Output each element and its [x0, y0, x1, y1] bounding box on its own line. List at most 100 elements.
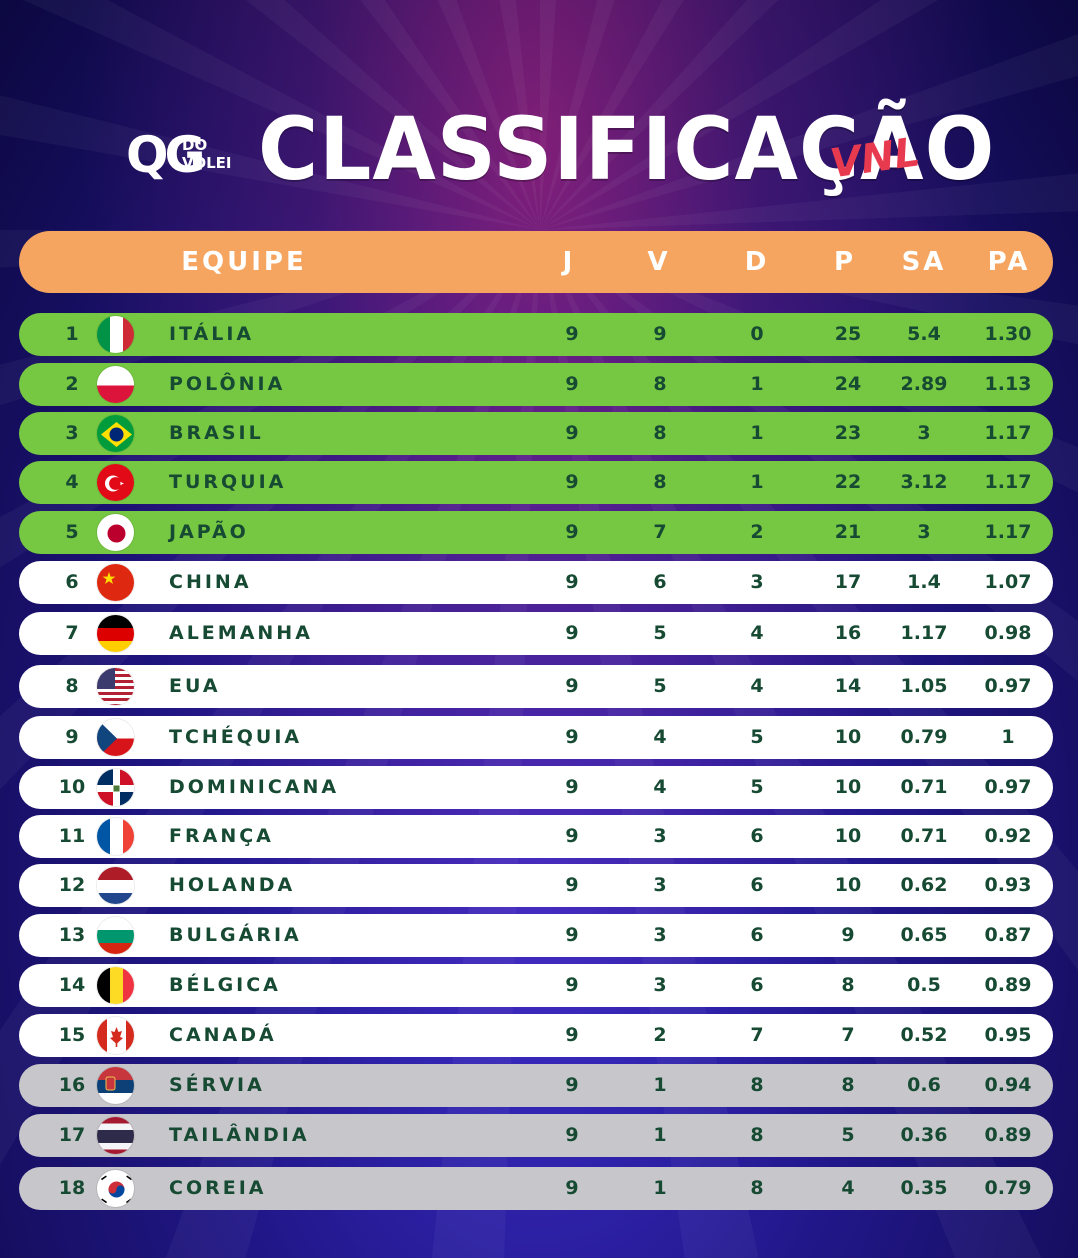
table-row: 14 BÉLGICA 9 3 6 8 0.5 0.89	[19, 964, 1053, 1007]
row-team-name: CANADÁ	[169, 1024, 277, 1046]
row-team-name: SÉRVIA	[169, 1074, 265, 1096]
table-row: 12 HOLANDA 9 3 6 10 0.62 0.93	[19, 864, 1053, 907]
table-row: 3 BRASIL 9 8 1 23 3 1.17	[19, 412, 1053, 455]
italy-flag-icon	[96, 315, 135, 354]
row-points: 10	[834, 726, 862, 748]
row-wins: 3	[653, 874, 667, 896]
row-losses: 0	[750, 323, 764, 345]
row-losses: 8	[750, 1074, 764, 1096]
row-team-name: FRANÇA	[169, 825, 274, 847]
row-losses: 8	[750, 1124, 764, 1146]
row-losses: 6	[750, 974, 764, 996]
row-position: 17	[58, 1124, 86, 1146]
row-position: 14	[58, 974, 86, 996]
row-position: 11	[58, 825, 86, 847]
row-games: 9	[565, 521, 579, 543]
row-wins: 4	[653, 726, 667, 748]
row-games: 9	[565, 1074, 579, 1096]
row-team-name: COREIA	[169, 1177, 267, 1199]
row-losses: 6	[750, 825, 764, 847]
row-team-name: TURQUIA	[169, 471, 287, 493]
row-set-average: 5.4	[907, 323, 941, 345]
col-points-average: PA	[987, 247, 1031, 277]
row-set-average: 0.35	[900, 1177, 948, 1199]
row-wins: 1	[653, 1177, 667, 1199]
col-games: J	[562, 247, 576, 277]
row-points: 9	[841, 924, 855, 946]
dominican-flag-icon	[96, 768, 135, 807]
row-position: 3	[65, 422, 79, 444]
row-points-average: 0.94	[984, 1074, 1032, 1096]
table-row: 16 SÉRVIA 9 1 8 8 0.6 0.94	[19, 1064, 1053, 1107]
row-points: 10	[834, 825, 862, 847]
row-set-average: 1.17	[900, 622, 948, 644]
germany-flag-icon	[96, 614, 135, 653]
korea-flag-icon	[96, 1169, 135, 1208]
row-points: 8	[841, 974, 855, 996]
row-points: 7	[841, 1024, 855, 1046]
row-wins: 8	[653, 471, 667, 493]
table-row: 5 JAPÃO 9 7 2 21 3 1.17	[19, 511, 1053, 554]
row-games: 9	[565, 471, 579, 493]
row-games: 9	[565, 1177, 579, 1199]
row-wins: 3	[653, 974, 667, 996]
row-losses: 7	[750, 1024, 764, 1046]
row-losses: 4	[750, 675, 764, 697]
row-points: 17	[834, 571, 862, 593]
china-flag-icon	[96, 563, 135, 602]
row-set-average: 1.4	[907, 571, 941, 593]
row-wins: 1	[653, 1074, 667, 1096]
row-points-average: 1.17	[984, 471, 1032, 493]
row-points-average: 1.07	[984, 571, 1032, 593]
row-points-average: 0.89	[984, 1124, 1032, 1146]
serbia-flag-icon	[96, 1066, 135, 1105]
row-points: 10	[834, 874, 862, 896]
row-set-average: 0.52	[900, 1024, 948, 1046]
row-position: 2	[65, 373, 79, 395]
row-losses: 4	[750, 622, 764, 644]
row-team-name: HOLANDA	[169, 874, 296, 896]
brazil-flag-icon	[96, 414, 135, 453]
row-set-average: 0.71	[900, 825, 948, 847]
page-header: QG DO VÔLEI CLASSIFICAÇÃO VNL	[0, 95, 1078, 215]
table-row: 9 TCHÉQUIA 9 4 5 10 0.79 1	[19, 716, 1053, 759]
row-team-name: EUA	[169, 675, 221, 697]
row-set-average: 3	[917, 521, 931, 543]
row-wins: 8	[653, 422, 667, 444]
logo-main: QG	[126, 126, 206, 184]
canada-flag-icon	[96, 1016, 135, 1055]
row-wins: 5	[653, 622, 667, 644]
row-points: 14	[834, 675, 862, 697]
row-points: 21	[834, 521, 862, 543]
belgium-flag-icon	[96, 966, 135, 1005]
col-team: EQUIPE	[181, 247, 307, 277]
france-flag-icon	[96, 817, 135, 856]
row-losses: 1	[750, 422, 764, 444]
row-position: 13	[58, 924, 86, 946]
row-set-average: 3	[917, 422, 931, 444]
row-games: 9	[565, 924, 579, 946]
row-points-average: 0.93	[984, 874, 1032, 896]
row-losses: 3	[750, 571, 764, 593]
row-points: 8	[841, 1074, 855, 1096]
row-wins: 2	[653, 1024, 667, 1046]
row-points: 5	[841, 1124, 855, 1146]
row-losses: 1	[750, 471, 764, 493]
row-points: 25	[834, 323, 862, 345]
row-games: 9	[565, 422, 579, 444]
row-set-average: 3.12	[900, 471, 948, 493]
table-row: 7 ALEMANHA 9 5 4 16 1.17 0.98	[19, 612, 1053, 655]
row-set-average: 0.5	[907, 974, 941, 996]
qg-do-volei-logo: QG DO VÔLEI	[126, 125, 236, 195]
col-losses: D	[744, 247, 770, 277]
usa-flag-icon	[96, 667, 135, 706]
row-team-name: BÉLGICA	[169, 974, 281, 996]
row-team-name: TAILÂNDIA	[169, 1124, 310, 1146]
col-wins: V	[647, 247, 671, 277]
row-wins: 5	[653, 675, 667, 697]
col-set-average: SA	[901, 247, 947, 277]
row-points: 22	[834, 471, 862, 493]
row-points: 16	[834, 622, 862, 644]
table-row: 15 CANADÁ 9 2 7 7 0.52 0.95	[19, 1014, 1053, 1057]
row-set-average: 2.89	[900, 373, 948, 395]
